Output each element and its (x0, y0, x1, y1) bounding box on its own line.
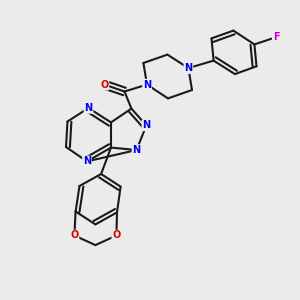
Text: N: N (184, 63, 193, 73)
Text: N: N (84, 103, 93, 113)
Text: N: N (132, 145, 141, 155)
Text: N: N (142, 120, 151, 130)
Text: N: N (143, 80, 151, 90)
Text: O: O (100, 80, 109, 90)
Text: N: N (83, 156, 91, 167)
Text: O: O (70, 230, 79, 241)
Text: O: O (112, 230, 121, 241)
Text: F: F (273, 32, 279, 42)
